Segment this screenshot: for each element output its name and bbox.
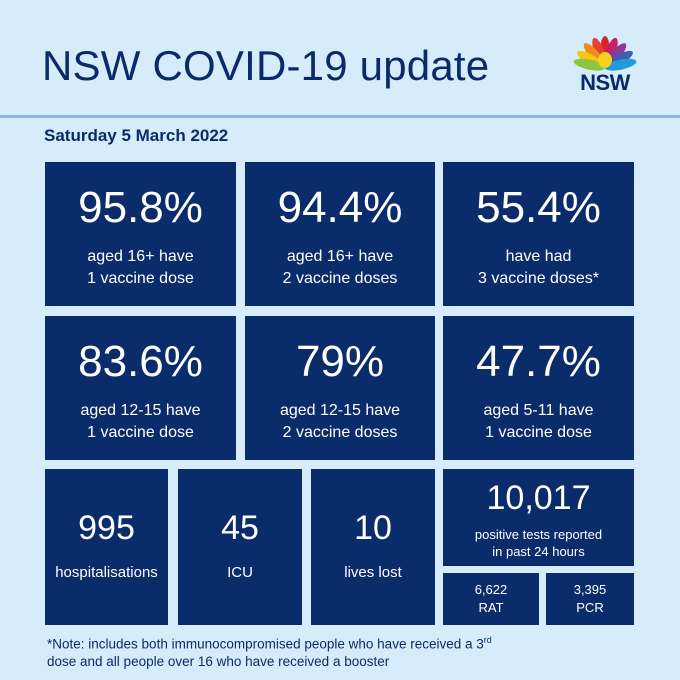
tile-label: lives lost	[344, 564, 402, 581]
vaccine-tile-dose3: 55.4% have had 3 vaccine doses*	[443, 162, 634, 306]
tile-label: PCR	[576, 600, 604, 615]
tile-label: ICU	[227, 564, 253, 581]
tile-caption-line1: positive tests reported	[474, 527, 603, 542]
rat-tile: 6,622 RAT	[443, 573, 539, 625]
footnote-line2: dose and all people over 16 who have rec…	[47, 653, 390, 669]
pcr-tile: 3,395 PCR	[546, 573, 634, 625]
tile-value: 95.8%	[78, 183, 203, 232]
tile-value: 94.4%	[277, 183, 403, 232]
tile-label: hospitalisations	[55, 564, 158, 581]
tile-caption-line2: 2 vaccine doses	[282, 424, 398, 441]
tile-value: 6,622	[474, 582, 508, 597]
tile-caption-line2: 1 vaccine dose	[485, 424, 592, 441]
tile-caption-line2: in past 24 hours	[492, 544, 585, 559]
tile-caption-line1: aged 12-15 have	[279, 402, 401, 419]
tile-value: 47.7%	[476, 337, 601, 386]
tile-value: 55.4%	[476, 183, 601, 232]
footnote: *Note: includes both immunocompromised p…	[47, 632, 647, 670]
tile-caption-line1: have had	[505, 248, 572, 265]
hospitalisations-tile: 995 hospitalisations	[45, 469, 168, 625]
tile-caption-line1: aged 16+ have	[87, 248, 194, 265]
tile-label: RAT	[478, 600, 504, 615]
logo-text: NSW	[580, 70, 630, 95]
tile-caption-line2: 2 vaccine doses	[282, 270, 398, 287]
page-title: NSW COVID-19 update	[42, 42, 490, 89]
tile-caption-line2: 1 vaccine dose	[87, 270, 194, 287]
tile-value: 83.6%	[78, 337, 203, 386]
vaccine-tile-12to15-dose2: 79% aged 12-15 have 2 vaccine doses	[245, 316, 435, 460]
tile-value: 79%	[295, 337, 385, 386]
tile-caption-line1: aged 12-15 have	[80, 402, 201, 419]
tile-caption-line2: 3 vaccine doses*	[478, 270, 599, 287]
waratah-flower-icon	[573, 36, 637, 71]
vaccine-tile-12to15-dose1: 83.6% aged 12-15 have 1 vaccine dose	[45, 316, 236, 460]
tile-value: 45	[221, 509, 259, 547]
tile-value: 10	[354, 509, 392, 547]
tile-caption-line2: 1 vaccine dose	[87, 424, 194, 441]
tile-value: 3,395	[573, 582, 607, 597]
tile-value: 995	[78, 509, 135, 547]
footnote-line1: *Note: includes both immunocompromised p…	[47, 636, 484, 652]
lives-lost-tile: 10 lives lost	[311, 469, 435, 625]
header: NSW COVID-19 update NSW	[0, 0, 680, 115]
nsw-logo: NSW	[570, 30, 640, 100]
tile-value: 10,017	[486, 479, 591, 517]
positive-tests-tile: 10,017 positive tests reported in past 2…	[443, 469, 634, 566]
report-date: Saturday 5 March 2022	[44, 126, 229, 145]
tile-caption-line1: aged 16+ have	[286, 248, 394, 265]
vaccine-tile-5to11-dose1: 47.7% aged 5-11 have 1 vaccine dose	[443, 316, 634, 460]
vaccine-tile-16plus-dose2: 94.4% aged 16+ have 2 vaccine doses	[245, 162, 435, 306]
icu-tile: 45 ICU	[178, 469, 302, 625]
header-divider	[0, 115, 680, 118]
footnote-superscript: rd	[483, 635, 492, 645]
tile-caption-line1: aged 5-11 have	[483, 402, 594, 419]
vaccine-tile-16plus-dose1: 95.8% aged 16+ have 1 vaccine dose	[45, 162, 236, 306]
